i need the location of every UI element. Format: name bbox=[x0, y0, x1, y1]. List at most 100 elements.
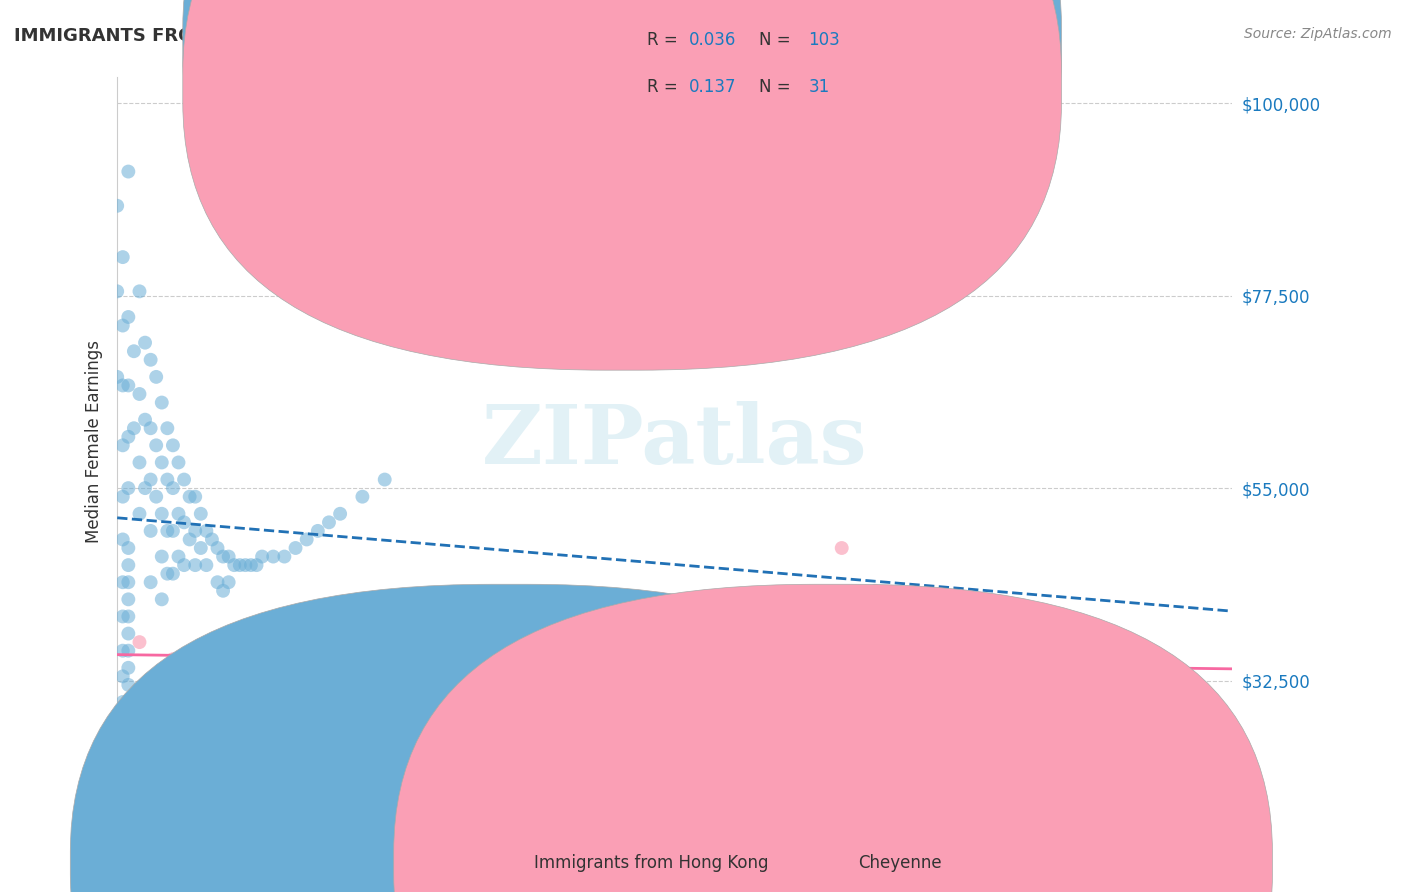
Point bbox=[551, 669, 574, 683]
Point bbox=[117, 558, 139, 573]
Point bbox=[752, 652, 775, 666]
Point bbox=[139, 352, 162, 367]
Point bbox=[863, 583, 886, 598]
Text: R =: R = bbox=[647, 78, 678, 95]
Point bbox=[150, 395, 173, 409]
Text: Immigrants from Hong Kong: Immigrants from Hong Kong bbox=[534, 854, 769, 871]
Point bbox=[117, 712, 139, 726]
Point bbox=[105, 370, 128, 384]
Point bbox=[139, 473, 162, 487]
Point bbox=[105, 285, 128, 299]
Point bbox=[218, 575, 240, 590]
Point bbox=[184, 558, 207, 573]
Point bbox=[111, 695, 134, 709]
Point bbox=[976, 721, 998, 735]
Point bbox=[295, 533, 318, 547]
Point bbox=[245, 558, 267, 573]
Point bbox=[117, 481, 139, 495]
Point bbox=[195, 524, 218, 538]
Point bbox=[167, 455, 190, 469]
Point bbox=[150, 507, 173, 521]
Text: 103: 103 bbox=[808, 31, 841, 49]
Point bbox=[908, 652, 931, 666]
Point bbox=[942, 652, 965, 666]
Point bbox=[111, 669, 134, 683]
Text: IMMIGRANTS FROM HONG KONG VS CHEYENNE MEDIAN FEMALE EARNINGS CORRELATION CHART: IMMIGRANTS FROM HONG KONG VS CHEYENNE ME… bbox=[14, 27, 994, 45]
Point bbox=[128, 507, 150, 521]
Point bbox=[145, 438, 167, 452]
Point bbox=[156, 524, 179, 538]
Point bbox=[162, 524, 184, 538]
Point bbox=[179, 490, 201, 504]
Point bbox=[775, 669, 797, 683]
Point bbox=[128, 635, 150, 649]
Point bbox=[117, 661, 139, 675]
Point bbox=[195, 558, 218, 573]
Point bbox=[156, 421, 179, 435]
Point bbox=[352, 490, 374, 504]
Point bbox=[418, 643, 440, 657]
Point bbox=[440, 661, 463, 675]
Point bbox=[607, 661, 630, 675]
Point bbox=[374, 473, 396, 487]
Point bbox=[179, 533, 201, 547]
Point bbox=[117, 310, 139, 324]
Point bbox=[463, 643, 485, 657]
Point bbox=[111, 712, 134, 726]
Point bbox=[128, 285, 150, 299]
Point bbox=[162, 566, 184, 581]
Point bbox=[111, 378, 134, 392]
Point bbox=[184, 490, 207, 504]
Point bbox=[718, 678, 741, 692]
Point bbox=[117, 378, 139, 392]
Text: Source: ZipAtlas.com: Source: ZipAtlas.com bbox=[1244, 27, 1392, 41]
Point bbox=[150, 549, 173, 564]
Point bbox=[139, 421, 162, 435]
Point bbox=[329, 507, 352, 521]
Point bbox=[156, 473, 179, 487]
Point bbox=[385, 626, 408, 640]
Point bbox=[218, 695, 240, 709]
Point bbox=[207, 541, 229, 555]
Point bbox=[111, 747, 134, 761]
Point bbox=[167, 549, 190, 564]
Text: ZIPatlas: ZIPatlas bbox=[482, 401, 868, 481]
Point bbox=[111, 780, 134, 795]
Point bbox=[998, 721, 1021, 735]
Point bbox=[250, 549, 273, 564]
Point bbox=[111, 533, 134, 547]
Text: N =: N = bbox=[759, 31, 790, 49]
Point bbox=[173, 473, 195, 487]
Point bbox=[886, 643, 908, 657]
Point bbox=[808, 661, 831, 675]
Text: 0.036: 0.036 bbox=[689, 31, 737, 49]
Point bbox=[139, 524, 162, 538]
Point bbox=[117, 609, 139, 624]
Point bbox=[111, 490, 134, 504]
Text: R =: R = bbox=[647, 31, 678, 49]
Point bbox=[139, 575, 162, 590]
Point bbox=[352, 652, 374, 666]
Point bbox=[641, 678, 664, 692]
Point bbox=[117, 626, 139, 640]
Point bbox=[111, 764, 134, 778]
Point bbox=[201, 533, 224, 547]
Point bbox=[167, 507, 190, 521]
Point bbox=[831, 541, 853, 555]
Point bbox=[173, 516, 195, 530]
Point bbox=[212, 583, 235, 598]
Point bbox=[697, 669, 720, 683]
Point bbox=[250, 626, 273, 640]
Point bbox=[111, 318, 134, 333]
Point bbox=[162, 481, 184, 495]
Point bbox=[239, 558, 262, 573]
Text: N =: N = bbox=[759, 78, 790, 95]
Point bbox=[111, 609, 134, 624]
Point bbox=[574, 635, 596, 649]
Point bbox=[117, 695, 139, 709]
Point bbox=[496, 678, 519, 692]
Point bbox=[117, 643, 139, 657]
Point bbox=[329, 661, 352, 675]
Point bbox=[117, 430, 139, 444]
Point bbox=[134, 335, 156, 350]
